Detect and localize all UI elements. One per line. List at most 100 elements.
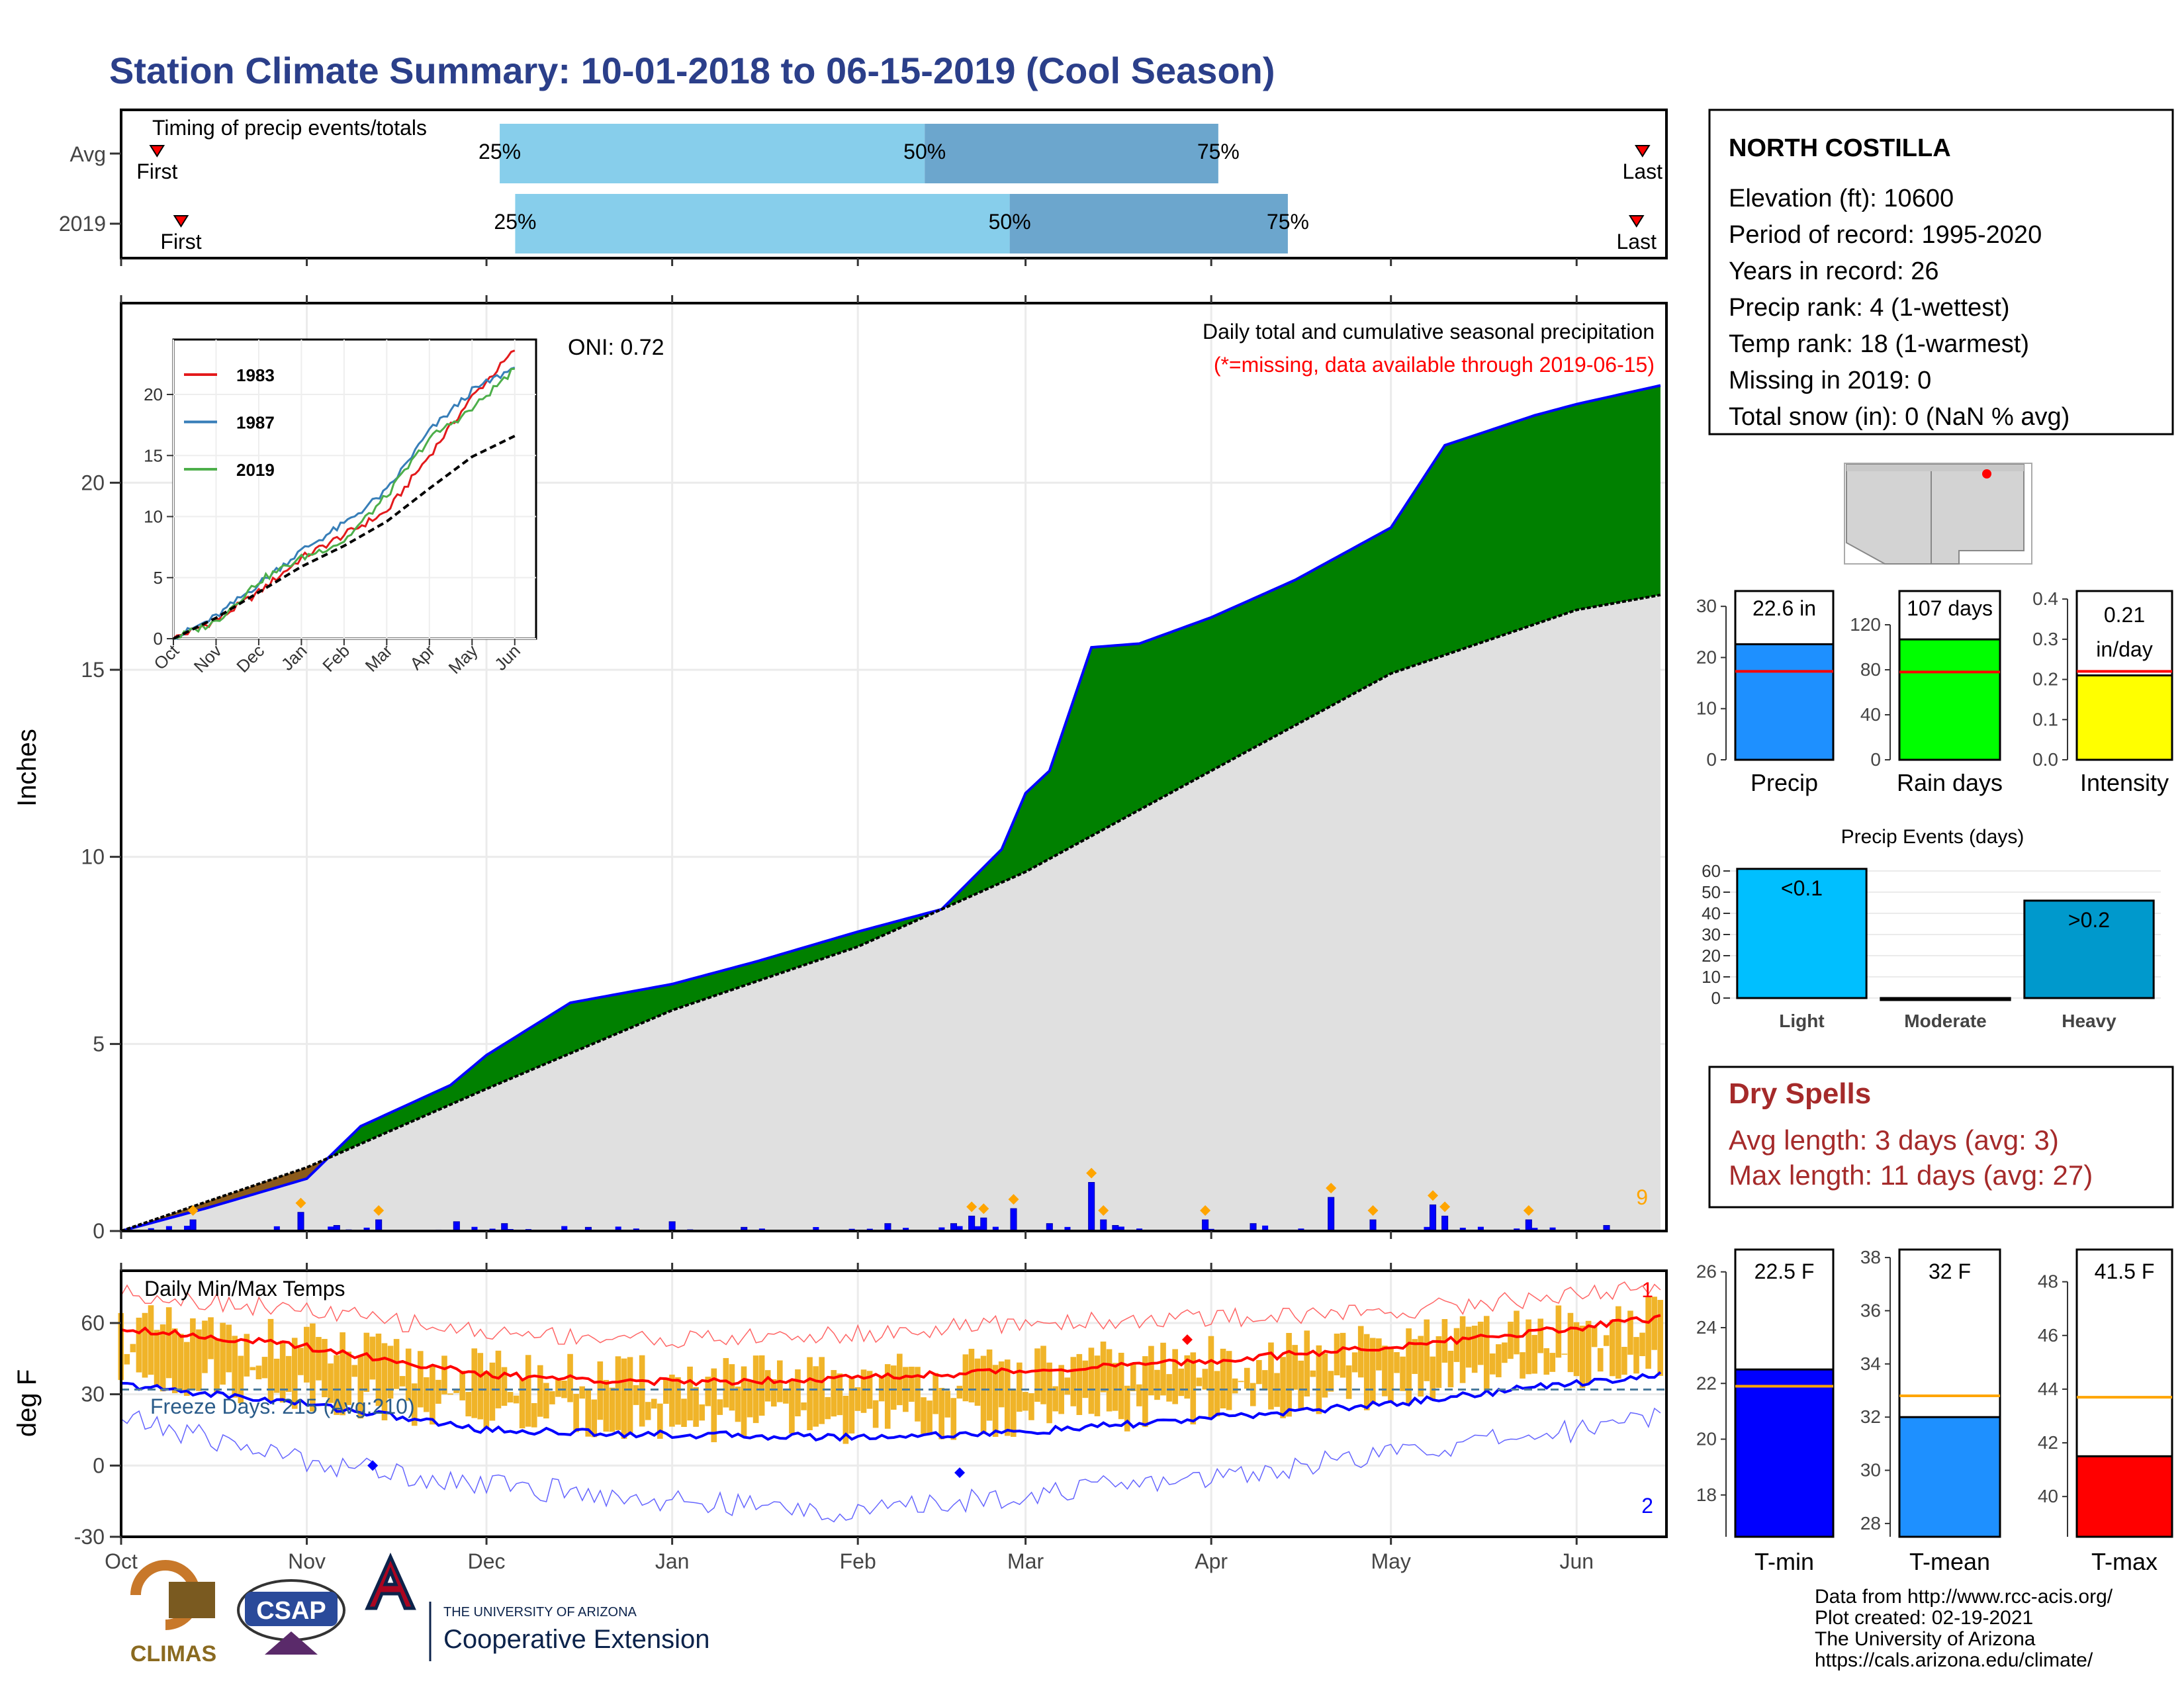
- daily-temp-bar: [585, 1390, 592, 1437]
- daily-temp-bar: [328, 1363, 334, 1403]
- heavy-day-marker-icon: [1326, 1183, 1337, 1194]
- summary-ytick-label: 10: [1696, 698, 1717, 719]
- daily-temp-bar: [735, 1387, 741, 1422]
- precip-note: (*=missing, data available through 2019-…: [1214, 353, 1655, 377]
- daily-precip-bar: [1088, 1182, 1095, 1232]
- daily-precip-bar: [1430, 1204, 1437, 1232]
- daily-temp-bar: [340, 1332, 345, 1416]
- daily-temp-bar: [693, 1387, 699, 1427]
- daily-temp-bar: [555, 1378, 561, 1397]
- daily-temp-bar: [1357, 1326, 1364, 1378]
- daily-precip-bar: [1010, 1208, 1017, 1232]
- daily-temp-bar: [872, 1400, 879, 1428]
- daily-temp-bar: [813, 1366, 819, 1427]
- daily-temp-bar: [1130, 1363, 1136, 1391]
- daily-precip-bar: [189, 1219, 197, 1232]
- daily-temp-bar: [1256, 1359, 1262, 1385]
- daily-temp-bar: [363, 1332, 370, 1393]
- page-title: Station Climate Summary: 10-01-2018 to 0…: [109, 50, 1275, 91]
- climas-mountain-icon: [169, 1582, 215, 1618]
- record-low-marker-icon: [954, 1467, 966, 1479]
- station-frame: [1708, 109, 2174, 435]
- timing-bar-q1: [515, 194, 1010, 253]
- daily-temp-bar: [310, 1323, 316, 1412]
- csap-badge: [245, 1592, 338, 1626]
- daily-temp-bar: [927, 1400, 933, 1436]
- daily-temp-bar: [1424, 1319, 1430, 1381]
- daily-temp-bar: [447, 1393, 453, 1395]
- summary-ytick-label: 80: [1860, 659, 1881, 680]
- daily-temp-bar: [424, 1377, 430, 1412]
- daily-temp-bar: [1136, 1384, 1142, 1406]
- daily-precip-bar: [1525, 1219, 1532, 1232]
- daily-temp-bar: [933, 1373, 938, 1414]
- footer-line: https://cals.arizona.edu/climate/: [1815, 1649, 2093, 1671]
- events-ytick-label: 40: [1702, 903, 1721, 923]
- precip-event-bar-label: <0.1: [1781, 876, 1823, 900]
- month-tick-label: Dec: [468, 1549, 506, 1573]
- timing-p75-label: 75%: [1267, 210, 1309, 234]
- temp-summary-value-label: 32 F: [1929, 1259, 1971, 1283]
- dry-spells-max: Max length: 11 days (avg: 27): [1729, 1160, 2093, 1191]
- daily-temp-bar: [1418, 1336, 1424, 1397]
- daily-temp-bar: [279, 1340, 286, 1403]
- daily-temp-bar: [1286, 1333, 1292, 1417]
- summary-ytick-label: 24: [1696, 1317, 1717, 1338]
- daily-precip-bar: [363, 1227, 370, 1231]
- summary-value-bar: [1734, 643, 1835, 761]
- daily-temp-bar: [1579, 1325, 1586, 1389]
- daily-temp-bar: [705, 1377, 711, 1406]
- daily-temp-bar: [1496, 1344, 1502, 1377]
- precip-frame: [120, 302, 1668, 1232]
- precip-event-bar-label: >0.2: [2068, 908, 2110, 932]
- summary-ytick-label: 0.1: [2032, 709, 2058, 729]
- last-label: Last: [1623, 160, 1663, 183]
- ua-big-text: Cooperative Extension: [443, 1625, 709, 1654]
- daily-temp-bar: [1040, 1346, 1046, 1404]
- daily-temp-bar: [1508, 1322, 1514, 1359]
- map-colorado: [1931, 465, 2024, 471]
- daily-temp-bar: [663, 1377, 669, 1404]
- timing-bar-q2: [1009, 194, 1288, 253]
- daily-temp-bar: [196, 1329, 202, 1391]
- summary-value-label: 107 days: [1907, 596, 1993, 620]
- daily-temp-bar: [1603, 1335, 1610, 1346]
- timing-row-label-avg: Avg: [69, 142, 106, 166]
- daily-precip-bar: [1370, 1226, 1377, 1231]
- footer-line: Data from http://www.rcc-acis.org/: [1815, 1586, 2113, 1608]
- summary-ytick-label: 42: [2038, 1432, 2058, 1453]
- daily-temp-bar: [1118, 1352, 1124, 1420]
- daily-temp-bar: [1328, 1371, 1334, 1392]
- summary-ytick-label: 40: [1860, 704, 1881, 725]
- daily-temp-bar: [214, 1339, 220, 1393]
- daily-temp-bar: [615, 1356, 621, 1430]
- daily-precip-bar: [1531, 1228, 1538, 1231]
- daily-temp-bar: [1490, 1353, 1496, 1375]
- summary-value-bar: [1734, 1368, 1835, 1538]
- daily-temp-bar: [1645, 1297, 1651, 1369]
- daily-temp-bar: [1184, 1355, 1191, 1399]
- freeze-days-label: Freeze Days: 215 (Avg:210): [150, 1394, 415, 1418]
- daily-temp-bar: [909, 1367, 915, 1402]
- daily-temp-bar: [1142, 1356, 1148, 1428]
- daily-precip-bar: [956, 1226, 963, 1231]
- daily-temp-bar: [645, 1402, 651, 1420]
- timing-panel: Timing of precip events/totals Avg 2019 …: [59, 109, 1668, 266]
- daily-temp-bar: [465, 1392, 471, 1417]
- daily-temp-bar: [1549, 1353, 1556, 1372]
- max-normal-line: [120, 1314, 1661, 1387]
- precip-y-label: Inches: [13, 729, 42, 807]
- inset-series-line: [173, 366, 516, 640]
- summary-ytick-label: 0.2: [2032, 669, 2058, 690]
- month-tick-label: May: [1371, 1549, 1410, 1573]
- daily-precip-bar: [980, 1217, 987, 1232]
- daily-temp-bar: [1621, 1347, 1627, 1375]
- summary-bar-label: Rain days: [1897, 769, 2003, 796]
- record-high-marker-icon: [1181, 1334, 1193, 1346]
- month-tick-label: Jun: [1559, 1549, 1594, 1573]
- daily-temp-bar: [136, 1317, 142, 1373]
- daily-temp-bar: [1304, 1330, 1310, 1396]
- daily-temp-bar: [651, 1398, 657, 1409]
- inset-ytick-label: 10: [144, 507, 163, 527]
- daily-temp-bar: [1100, 1342, 1107, 1393]
